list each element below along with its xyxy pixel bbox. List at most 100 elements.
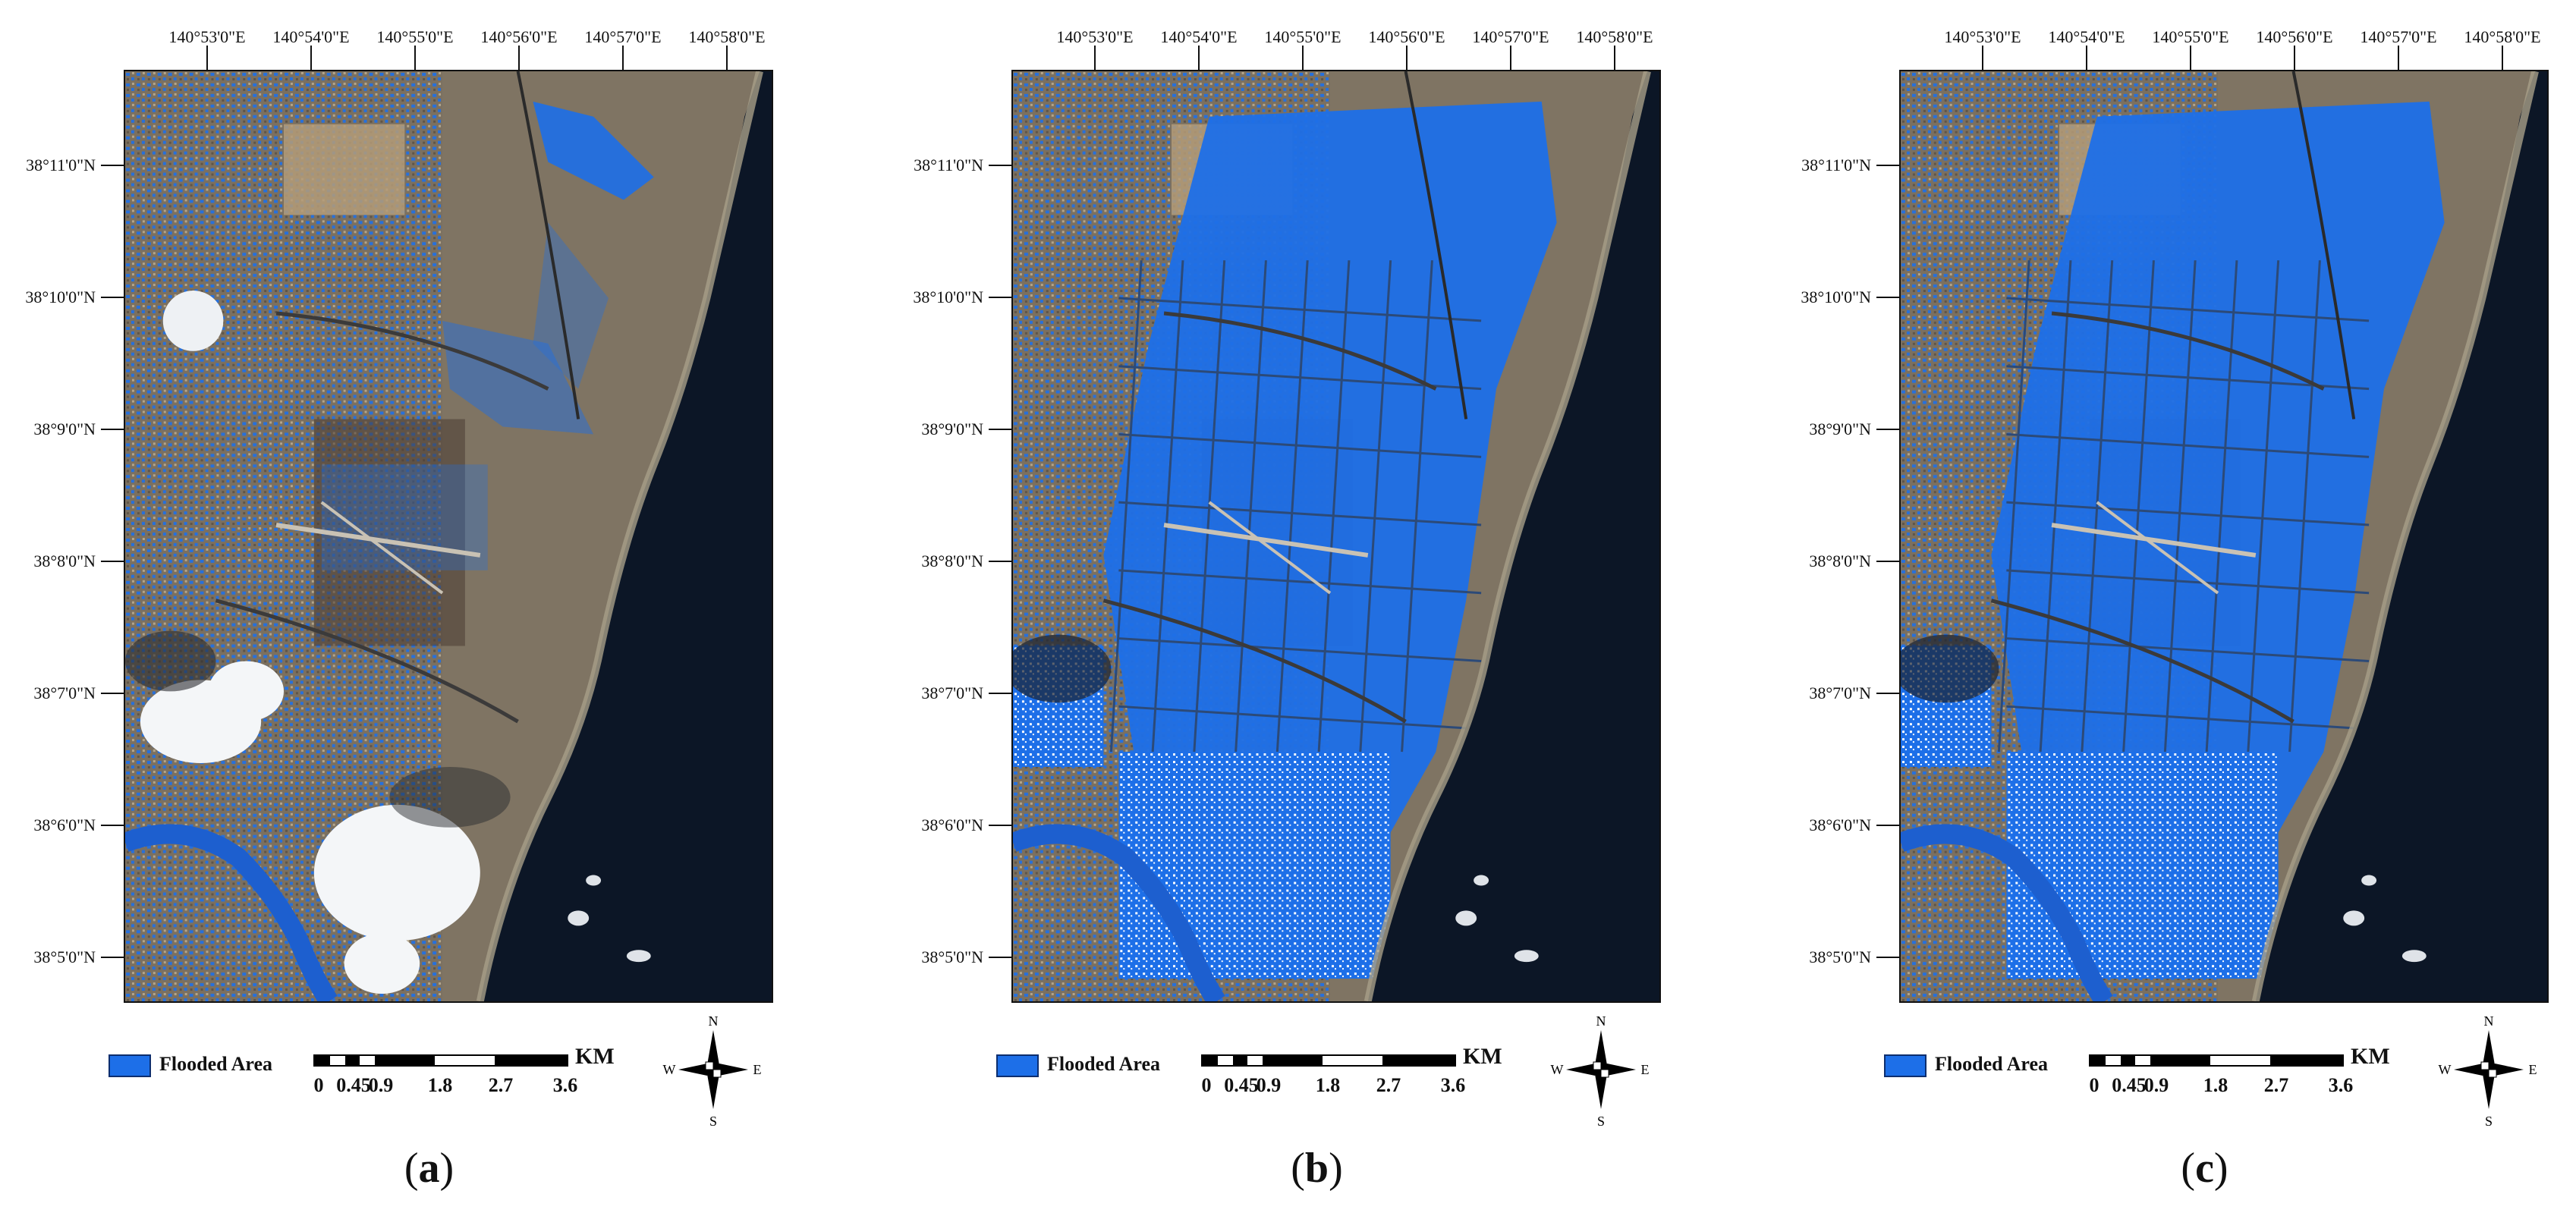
scale-label: 0.9 — [368, 1074, 394, 1096]
scale-bar-segment — [2135, 1056, 2151, 1065]
flood-map-image — [125, 71, 772, 1001]
compass-w: W — [2439, 1062, 2452, 1077]
legend-flood-label: Flooded Area — [1935, 1053, 2049, 1075]
scale-label: 2.7 — [1376, 1074, 1401, 1096]
latitude-tick — [1876, 429, 1899, 430]
longitude-label: 140°54'0"E — [1160, 27, 1238, 46]
scale-unit: KM — [575, 1044, 615, 1069]
latitude-tick — [101, 165, 124, 166]
latitude-label: 38°7'0"N — [921, 683, 983, 702]
latitude-label: 38°8'0"N — [33, 551, 96, 570]
latitude-tick — [1876, 825, 1899, 826]
longitude-tick — [1510, 46, 1511, 70]
scale-label: 1.8 — [427, 1074, 453, 1096]
latitude-label: 38°10'0"N — [913, 288, 983, 306]
compass-w: W — [1551, 1062, 1564, 1077]
scale-bar-segment — [1323, 1056, 1383, 1065]
longitude-tick — [2398, 46, 2399, 70]
compass-n: N — [2484, 1013, 2494, 1029]
scale-label: 2.7 — [2263, 1074, 2289, 1096]
caption-close: ) — [2213, 1145, 2228, 1192]
longitude-label: 140°58'0"E — [1576, 27, 1653, 46]
north-arrow-compass: N S W E — [1548, 1009, 1654, 1130]
longitude-tick — [1406, 46, 1408, 70]
scale-bar-segment — [1203, 1056, 1218, 1065]
scale-bar-segment — [360, 1056, 376, 1065]
latitude-label: 38°6'0"N — [1809, 815, 1871, 834]
scale-unit: KM — [1463, 1044, 1502, 1069]
scale-bar-segment — [2105, 1056, 2121, 1065]
latitude-label: 38°5'0"N — [33, 947, 96, 966]
longitude-label: 140°54'0"E — [2048, 27, 2125, 46]
latitude-label: 38°8'0"N — [921, 551, 983, 570]
satellite-map — [1011, 70, 1661, 1003]
longitude-label: 140°57'0"E — [2360, 27, 2437, 46]
longitude-label: 140°57'0"E — [584, 27, 662, 46]
scale-bar-segment — [2090, 1056, 2106, 1065]
scale-label: 2.7 — [488, 1074, 514, 1096]
longitude-tick — [1302, 46, 1304, 70]
latitude-label: 38°11'0"N — [26, 156, 96, 174]
latitude-label: 38°7'0"N — [33, 683, 96, 702]
caption-open: ( — [404, 1145, 419, 1192]
caption-close: ) — [1329, 1145, 1343, 1192]
scale-label: 0 — [1201, 1074, 1212, 1096]
latitude-tick — [989, 825, 1011, 826]
longitude-tick — [1982, 46, 1983, 70]
panel-caption: (c) — [1776, 1144, 2576, 1192]
longitude-label: 140°53'0"E — [168, 27, 246, 46]
latitude-label: 38°9'0"N — [1809, 419, 1871, 438]
scale-label: 0.9 — [1256, 1074, 1282, 1096]
longitude-tick — [1198, 46, 1200, 70]
compass-rose-icon: N S W E — [1551, 1013, 1650, 1129]
longitude-label: 140°53'0"E — [1944, 27, 2021, 46]
longitude-label: 140°56'0"E — [480, 27, 558, 46]
legend-flood-swatch — [109, 1054, 151, 1077]
panel-c: 140°53'0"E 140°54'0"E 140°55'0"E 140°56'0"E… — [1776, 0, 2576, 1216]
scale-label: 1.8 — [2203, 1074, 2228, 1096]
longitude-label: 140°55'0"E — [1264, 27, 1341, 46]
longitude-label: 140°53'0"E — [1056, 27, 1134, 46]
scale-bar-segment — [1382, 1056, 1455, 1065]
north-arrow-compass: N S W E — [2436, 1009, 2542, 1130]
scale-bar-segment — [1232, 1056, 1248, 1065]
caption-letter: b — [1304, 1145, 1329, 1192]
legend-flood-label: Flooded Area — [159, 1053, 273, 1075]
latitude-tick — [989, 165, 1011, 166]
scale-bar — [1201, 1054, 1456, 1067]
compass-e: E — [1641, 1062, 1650, 1077]
compass-s: S — [1597, 1114, 1605, 1129]
scale-label: 0.45 — [2112, 1074, 2147, 1096]
longitude-label: 140°55'0"E — [2152, 27, 2229, 46]
latitude-label: 38°8'0"N — [1809, 551, 1871, 570]
latitude-tick — [1876, 957, 1899, 958]
longitude-label: 140°54'0"E — [272, 27, 350, 46]
compass-rose-icon: N S W E — [663, 1013, 762, 1129]
scale-bar-segment — [1247, 1056, 1263, 1065]
caption-letter: a — [418, 1145, 440, 1192]
flood-map-image — [1901, 71, 2547, 1001]
scale-bar — [313, 1054, 568, 1067]
latitude-label: 38°9'0"N — [921, 419, 983, 438]
panel-caption: (a) — [0, 1144, 858, 1192]
scale-label: 0.45 — [336, 1074, 371, 1096]
scale-label: 3.6 — [552, 1074, 578, 1096]
longitude-tick — [2190, 46, 2191, 70]
compass-s: S — [709, 1114, 717, 1129]
latitude-label: 38°6'0"N — [921, 815, 983, 834]
scale-label: 1.8 — [1315, 1074, 1341, 1096]
legend-flood-swatch — [996, 1054, 1039, 1077]
longitude-tick — [726, 46, 728, 70]
longitude-tick — [2502, 46, 2503, 70]
latitude-tick — [989, 561, 1011, 562]
caption-close: ) — [439, 1145, 454, 1192]
latitude-label: 38°5'0"N — [921, 947, 983, 966]
compass-e: E — [2529, 1062, 2537, 1077]
longitude-tick — [1094, 46, 1096, 70]
scale-bar-segment — [2150, 1056, 2211, 1065]
latitude-label: 38°11'0"N — [1801, 156, 1871, 174]
longitude-label: 140°56'0"E — [2256, 27, 2333, 46]
latitude-tick — [101, 297, 124, 298]
flood-map-image — [1013, 71, 1659, 1001]
legend-flood-label: Flooded Area — [1047, 1053, 1161, 1075]
